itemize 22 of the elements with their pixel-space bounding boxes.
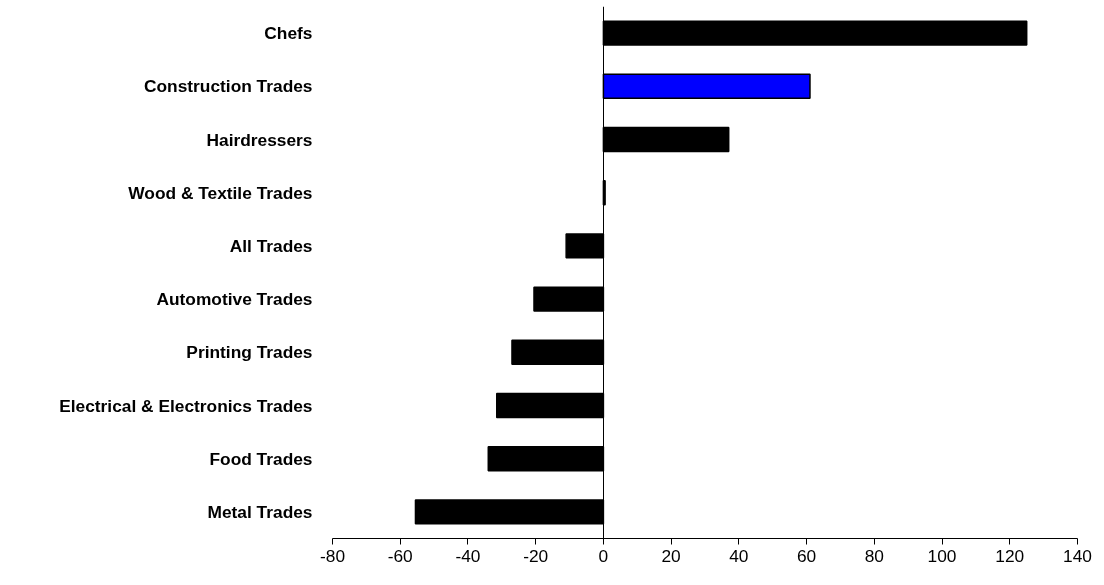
x-tick-label: 40: [729, 545, 749, 566]
x-tick-label: -80: [319, 545, 346, 566]
y-tick-label: Electrical & Electronics Trades: [59, 395, 313, 416]
y-tick-label: Food Trades: [209, 448, 313, 469]
x-tick-label: -40: [455, 545, 481, 566]
x-tick-label: 60: [796, 545, 817, 566]
x-tick-label: 100: [927, 545, 957, 566]
y-tick-label: Metal Trades: [207, 501, 313, 522]
x-tick-label: 20: [661, 545, 681, 566]
y-tick-label: Chefs: [264, 23, 313, 44]
x-tick-label: 0: [598, 545, 609, 566]
y-tick-label: Hairdressers: [206, 129, 313, 150]
y-tick-label: Automotive Trades: [156, 289, 313, 310]
x-tick-label: 140: [1063, 545, 1092, 566]
x-tick-label: 80: [864, 545, 884, 566]
y-tick-label: Printing Trades: [186, 342, 313, 363]
x-tick-label: -20: [523, 545, 549, 566]
x-tick-label: -60: [387, 545, 413, 566]
x-tick-label: 120: [995, 545, 1025, 566]
y-tick-label: All Trades: [229, 235, 313, 256]
y-tick-label: Wood & Textile Trades: [128, 182, 313, 203]
y-tick-label: Construction Trades: [144, 76, 313, 97]
